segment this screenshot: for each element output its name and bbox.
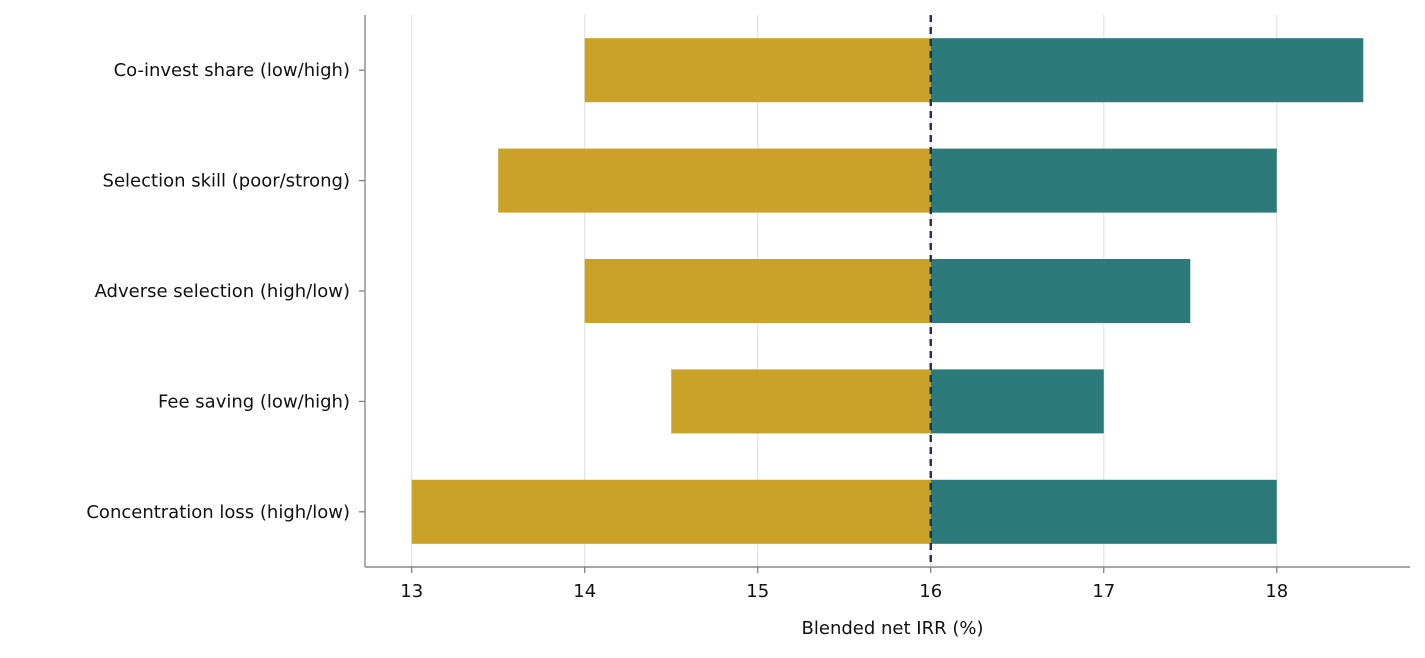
y-tick-label: Adverse selection (high/low) [95,281,350,302]
y-tick-label: Fee saving (low/high) [158,391,350,412]
bar-high [930,479,1277,544]
bar-low [671,369,931,434]
bar-high [930,148,1277,213]
bar-low [584,258,931,324]
bar-high [930,258,1191,324]
y-tick-label: Concentration loss (high/low) [86,502,350,523]
x-tick-label: 15 [746,581,769,602]
axes [359,15,1410,573]
bar-low [411,479,931,544]
y-tick-label: Co-invest share (low/high) [114,60,350,81]
x-tick-label: 14 [573,581,596,602]
x-tick-label: 16 [919,581,942,602]
bar-low [498,148,931,213]
x-tick-labels: 13 14 15 16 17 18 [400,581,1288,602]
bar-low [584,38,931,103]
x-axis-label: Blended net IRR (%) [802,618,984,639]
x-tick-label: 18 [1265,581,1288,602]
y-tick-labels: Co-invest share (low/high) Selection skil… [86,60,350,523]
bar-high [930,38,1364,103]
bars [411,38,1364,544]
x-tick-label: 17 [1092,581,1115,602]
y-tick-label: Selection skill (poor/strong) [103,171,350,192]
x-tick-label: 13 [400,581,423,602]
bar-high [930,369,1104,434]
